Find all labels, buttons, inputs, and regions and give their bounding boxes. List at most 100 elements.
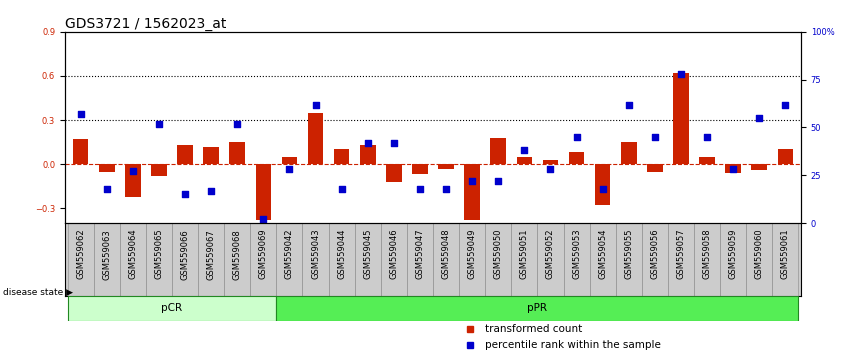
- Bar: [407, 223, 433, 296]
- Bar: [145, 223, 172, 296]
- Bar: [699, 157, 715, 164]
- Bar: [328, 223, 355, 296]
- Point: [361, 140, 375, 145]
- Bar: [772, 223, 798, 296]
- Point: [674, 71, 688, 77]
- Point: [335, 186, 349, 192]
- Bar: [538, 223, 564, 296]
- Point: [178, 192, 192, 197]
- Point: [544, 167, 558, 172]
- Bar: [438, 164, 454, 169]
- Bar: [307, 113, 323, 164]
- Bar: [564, 223, 590, 296]
- Text: GSM559042: GSM559042: [285, 229, 294, 279]
- Bar: [516, 157, 533, 164]
- Bar: [590, 223, 616, 296]
- Point: [727, 167, 740, 172]
- Point: [74, 111, 87, 117]
- Bar: [125, 164, 140, 196]
- Bar: [94, 223, 120, 296]
- Bar: [490, 138, 506, 164]
- Text: GSM559043: GSM559043: [311, 229, 320, 279]
- Point: [439, 186, 453, 192]
- Bar: [178, 145, 193, 164]
- Text: GSM559069: GSM559069: [259, 229, 268, 279]
- Bar: [198, 223, 224, 296]
- Bar: [68, 296, 276, 321]
- Bar: [569, 153, 585, 164]
- Bar: [355, 223, 381, 296]
- Text: GSM559056: GSM559056: [650, 229, 659, 279]
- Bar: [642, 223, 668, 296]
- Point: [256, 216, 270, 222]
- Point: [152, 121, 166, 126]
- Point: [100, 186, 113, 192]
- Text: GSM559067: GSM559067: [207, 229, 216, 280]
- Text: GSM559050: GSM559050: [494, 229, 503, 279]
- Point: [204, 188, 218, 193]
- Text: disease state ▶: disease state ▶: [3, 287, 73, 297]
- Text: transformed count: transformed count: [485, 324, 582, 334]
- Text: GSM559046: GSM559046: [390, 229, 398, 279]
- Bar: [616, 223, 642, 296]
- Bar: [752, 164, 767, 170]
- Point: [387, 140, 401, 145]
- Text: GSM559048: GSM559048: [442, 229, 450, 279]
- Point: [648, 134, 662, 140]
- Bar: [746, 223, 772, 296]
- Text: GSM559065: GSM559065: [154, 229, 164, 279]
- Text: pPR: pPR: [527, 303, 547, 313]
- Bar: [276, 223, 302, 296]
- Bar: [360, 145, 376, 164]
- Point: [596, 186, 610, 192]
- Bar: [464, 164, 480, 220]
- Bar: [595, 164, 611, 205]
- Bar: [673, 73, 688, 164]
- Bar: [68, 223, 94, 296]
- Bar: [726, 164, 741, 173]
- Text: percentile rank within the sample: percentile rank within the sample: [485, 340, 661, 350]
- Bar: [778, 149, 793, 164]
- Bar: [668, 223, 694, 296]
- Text: GDS3721 / 1562023_at: GDS3721 / 1562023_at: [65, 17, 226, 31]
- Bar: [276, 296, 798, 321]
- Text: GSM559052: GSM559052: [546, 229, 555, 279]
- Text: GSM559058: GSM559058: [702, 229, 712, 279]
- Text: pCR: pCR: [161, 303, 183, 313]
- Bar: [120, 223, 145, 296]
- Text: GSM559063: GSM559063: [102, 229, 111, 280]
- Bar: [229, 142, 245, 164]
- Bar: [721, 223, 746, 296]
- Bar: [302, 223, 328, 296]
- Text: GSM559059: GSM559059: [728, 229, 738, 279]
- Point: [570, 134, 584, 140]
- Text: GSM559055: GSM559055: [624, 229, 633, 279]
- Text: GSM559051: GSM559051: [520, 229, 529, 279]
- Point: [753, 115, 766, 121]
- Text: GSM559062: GSM559062: [76, 229, 85, 279]
- Text: GSM559057: GSM559057: [676, 229, 686, 279]
- Text: GSM559044: GSM559044: [337, 229, 346, 279]
- Bar: [99, 164, 114, 172]
- Bar: [621, 142, 637, 164]
- Bar: [204, 147, 219, 164]
- Text: GSM559060: GSM559060: [755, 229, 764, 279]
- Text: GSM559047: GSM559047: [416, 229, 424, 279]
- Text: GSM559068: GSM559068: [233, 229, 242, 280]
- Bar: [224, 223, 250, 296]
- Point: [308, 102, 322, 107]
- Bar: [281, 157, 297, 164]
- Point: [413, 186, 427, 192]
- Bar: [459, 223, 485, 296]
- Text: GSM559045: GSM559045: [363, 229, 372, 279]
- Bar: [73, 139, 88, 164]
- Bar: [485, 223, 511, 296]
- Bar: [386, 164, 402, 182]
- Text: GSM559064: GSM559064: [128, 229, 138, 279]
- Point: [126, 169, 139, 174]
- Text: GSM559054: GSM559054: [598, 229, 607, 279]
- Bar: [511, 223, 538, 296]
- Bar: [151, 164, 167, 176]
- Text: GSM559049: GSM559049: [468, 229, 476, 279]
- Point: [465, 178, 479, 184]
